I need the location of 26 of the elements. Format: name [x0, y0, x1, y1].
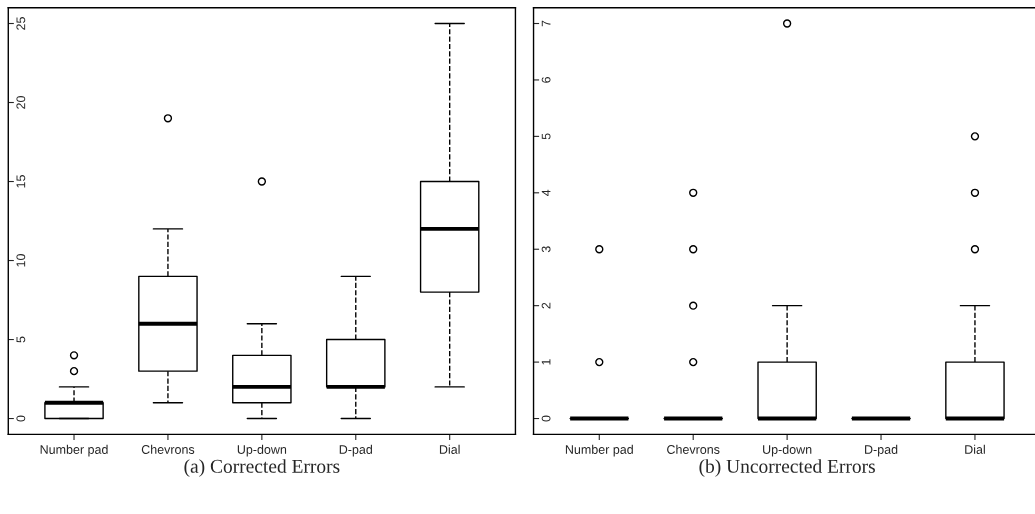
x-tick-label: D-pad	[339, 444, 372, 457]
y-tick-label: 3	[541, 246, 551, 253]
y-tick-label: 5	[16, 336, 26, 343]
x-tick-label: Chevrons	[141, 444, 195, 454]
x-tick-label: Number pad	[40, 444, 108, 457]
y-tick-label: 1	[541, 359, 551, 365]
y-tick-label: 4	[541, 189, 551, 196]
y-tick-label: 0	[541, 415, 551, 422]
y-tick-label: 20	[16, 96, 26, 109]
y-tick-label: 7	[541, 20, 551, 27]
x-tick-label: Up-down	[763, 444, 812, 457]
x-tick-label: Up-down	[237, 444, 287, 457]
y-tick-label: 25	[16, 17, 26, 30]
x-tick-label: Dial	[439, 444, 460, 454]
y-tick-label: 5	[541, 133, 551, 140]
x-tick-label: Chevrons	[667, 444, 720, 454]
y-tick-label: 10	[16, 254, 26, 267]
x-axis-title: (a) Corrected Errors	[184, 459, 340, 477]
x-tick-label: Dial	[965, 444, 985, 454]
x-axis-title: (b) Uncorrected Errors	[699, 459, 875, 477]
x-tick-label: Number pad	[565, 444, 633, 457]
y-tick-label: 2	[541, 302, 551, 309]
y-tick-label: 6	[541, 77, 551, 83]
x-tick-label: D-pad	[865, 444, 898, 457]
y-tick-label: 15	[16, 175, 26, 188]
y-tick-label: 0	[16, 415, 26, 422]
